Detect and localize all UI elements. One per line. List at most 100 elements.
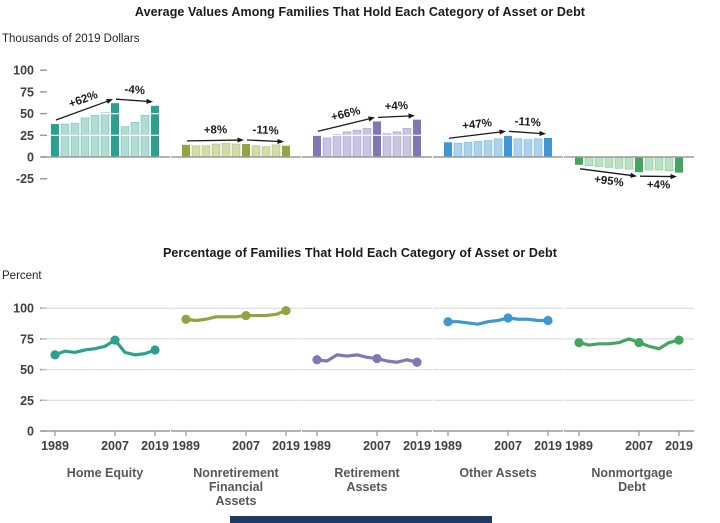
bar [523, 139, 533, 158]
category-label: Nonretirement Financial Assets [161, 466, 311, 508]
y-tick-label: 25 [20, 394, 34, 408]
trend-arrow [55, 99, 110, 121]
bar-highlight-2007 [373, 121, 381, 157]
bar-highlight-2019 [544, 137, 552, 157]
data-point-1989 [574, 337, 584, 348]
trend-arrow [186, 139, 241, 142]
x-tick-label: 2019 [272, 439, 300, 453]
pct-change-label: +8% [204, 124, 228, 136]
arrowhead-icon [539, 130, 546, 137]
bar [584, 156, 594, 166]
x-tick-label: 1989 [565, 439, 593, 453]
category-label-line: Home Equity [66, 466, 144, 480]
top-unit-label: Thousands of 2019 Dollars [2, 33, 140, 45]
bar [362, 128, 372, 158]
x-tick-label: 1989 [434, 439, 462, 453]
y-tick-label: 50 [20, 363, 34, 377]
y-tick-label: 0 [27, 151, 34, 165]
x-tick-label: 2019 [665, 439, 693, 453]
y-tick-label: 25 [20, 129, 34, 143]
bar-highlight-2019 [675, 157, 683, 173]
y-tick-mark [40, 134, 47, 137]
bar [80, 117, 90, 158]
trend-arrow [508, 130, 543, 135]
series-line [446, 316, 550, 326]
category-label: Home Equity [30, 466, 180, 480]
y-tick-label: 50 [20, 107, 34, 121]
bar [654, 156, 664, 171]
data-point-2019 [150, 345, 160, 355]
x-tick-label: 2007 [625, 439, 653, 453]
data-point-2007 [110, 335, 120, 345]
series-line [184, 309, 288, 323]
x-tick-label: 2019 [534, 439, 562, 453]
bar [483, 140, 493, 158]
category-label: Retirement Assets [292, 466, 442, 494]
bar [191, 145, 201, 158]
category-label-line: Debt [618, 480, 646, 494]
data-point-2019 [674, 335, 684, 345]
arrowhead-icon [146, 98, 153, 104]
pct-change-label: -11% [252, 124, 279, 137]
bar-highlight-2007 [635, 157, 643, 173]
arrowhead-icon [499, 129, 506, 135]
bar [463, 141, 473, 158]
trend-arrow [317, 117, 372, 132]
data-point-2019 [281, 306, 291, 316]
bar [624, 156, 634, 170]
bar [90, 115, 100, 158]
bar [231, 143, 241, 158]
y-tick-label: 75 [20, 332, 34, 346]
bar-highlight-2007 [504, 135, 512, 157]
y-tick-label: 75 [20, 85, 34, 99]
bar [251, 145, 261, 158]
bar [322, 137, 332, 158]
y-tick-label: 0 [27, 425, 34, 439]
y-tick-label: 100 [13, 302, 34, 316]
bar [140, 115, 150, 158]
bar [614, 156, 624, 169]
trend-arrow [579, 168, 634, 177]
data-point-2007 [634, 337, 644, 348]
data-point-1989 [443, 317, 453, 327]
bar [453, 142, 463, 158]
arrowhead-icon [277, 138, 284, 145]
category-label-line: Nonmortgage [591, 466, 673, 480]
bar [594, 156, 604, 167]
x-tick-label: 2007 [494, 439, 522, 453]
data-point-1989 [312, 355, 322, 365]
category-label: Nonmortgage Debt [557, 466, 707, 494]
bar [604, 156, 614, 168]
bar-highlight-1989 [444, 142, 452, 157]
category-label-line: Financial [208, 480, 264, 494]
bar [70, 122, 80, 158]
top-chart-title: Average Values Among Families That Hold … [134, 5, 586, 19]
bar-highlight-2019 [151, 105, 159, 157]
series-line [577, 337, 681, 351]
data-point-2019 [412, 357, 422, 367]
data-point-1989 [181, 314, 191, 324]
bar [271, 144, 281, 158]
bar-highlight-2019 [282, 145, 290, 157]
trend-arrow [115, 98, 150, 103]
bar [261, 146, 271, 158]
bar-highlight-2007 [111, 103, 119, 157]
x-tick-label: 2007 [232, 439, 260, 453]
bar-highlight-1989 [51, 124, 59, 157]
arrowhead-icon [237, 137, 244, 143]
bar-highlight-1989 [313, 135, 321, 157]
y-tick-label: 100 [13, 64, 34, 78]
y-tick-mark [40, 69, 47, 71]
pct-change-label: -11% [514, 116, 541, 130]
x-tick-label: 2019 [403, 439, 431, 453]
category-label-line: Assets [215, 494, 257, 508]
bar [644, 156, 654, 171]
pct-change-label: +4% [384, 100, 408, 113]
y-tick-mark [40, 177, 47, 180]
data-point-1989 [50, 350, 60, 360]
data-point-2007 [372, 353, 382, 364]
pct-change-label: +95% [593, 174, 624, 190]
arrowhead-icon [368, 116, 375, 122]
bottom-chart-title: Percentage of Families That Hold Each Ca… [162, 246, 558, 260]
